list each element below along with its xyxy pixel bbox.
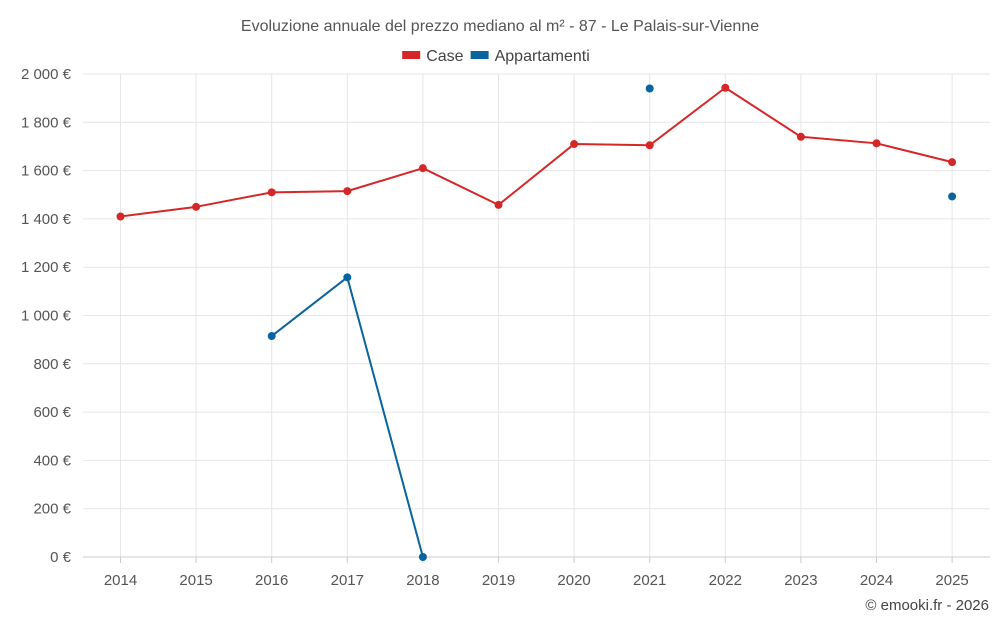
x-tick-label: 2021 (633, 572, 666, 589)
chart-title: Evoluzione annuale del prezzo mediano al… (241, 18, 759, 35)
series-line-case (120, 86, 953, 218)
series-appartamenti (267, 84, 957, 561)
series-case (116, 83, 957, 221)
x-tick-label: 2022 (709, 572, 742, 589)
data-point-case (948, 158, 957, 167)
legend-swatch-appartamenti (470, 51, 489, 59)
data-point-case (796, 132, 805, 141)
series-layer (116, 83, 957, 561)
y-tick-label: 200 € (33, 501, 71, 518)
y-tick-label: 600 € (33, 404, 71, 421)
data-point-appartamenti (418, 553, 427, 561)
y-tick-label: 2 000 € (21, 66, 72, 83)
y-tick-label: 1 600 € (21, 163, 72, 180)
legend: Case Appartamenti (402, 48, 590, 65)
data-point-case (343, 187, 352, 196)
data-point-case (645, 141, 654, 150)
x-tick-label: 2020 (557, 572, 590, 589)
data-point-case (418, 164, 427, 173)
x-tick-label: 2024 (860, 572, 893, 589)
data-point-case (570, 140, 579, 149)
data-point-appartamenti (948, 192, 957, 201)
data-point-case (116, 212, 125, 221)
data-point-appartamenti (267, 332, 276, 341)
legend-swatch-case (402, 51, 421, 59)
data-point-case (192, 202, 201, 211)
x-tick-label: 2015 (179, 572, 212, 589)
y-tick-label: 1 400 € (21, 211, 72, 228)
x-tick-label: 2017 (331, 572, 364, 589)
legend-label-appartamenti: Appartamenti (495, 48, 590, 65)
x-tick-label: 2018 (406, 572, 439, 589)
data-point-appartamenti (343, 273, 352, 282)
data-point-case (721, 83, 730, 92)
y-tick-label: 800 € (33, 356, 71, 373)
legend-label-case: Case (426, 48, 463, 65)
x-tick-label: 2016 (255, 572, 288, 589)
x-tick-label: 2019 (482, 572, 515, 589)
data-point-case (494, 200, 503, 209)
y-tick-label: 0 € (50, 549, 72, 566)
data-point-case (872, 139, 881, 148)
grid-layer (83, 73, 990, 557)
x-tick-label: 2025 (935, 572, 968, 589)
data-point-case (267, 188, 276, 197)
y-tick-label: 1 000 € (21, 308, 72, 325)
y-tick-label: 400 € (33, 452, 71, 469)
y-tick-label: 1 200 € (21, 259, 72, 276)
data-point-appartamenti (645, 84, 654, 93)
credit-text: © emooki.fr - 2026 (865, 597, 989, 614)
x-tick-label: 2014 (104, 572, 137, 589)
axis-layer: 0 € 200 € 400 € 600 € 800 € 1 000 € 1 200 € 1 4… (21, 66, 990, 589)
y-tick-label: 1 800 € (21, 114, 72, 131)
x-tick-label: 2023 (784, 572, 817, 589)
